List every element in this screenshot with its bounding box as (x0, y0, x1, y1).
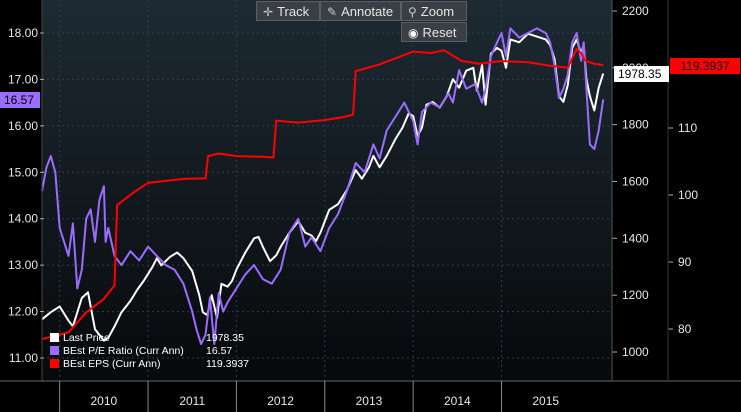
radio-dot-icon: ◉ (408, 26, 419, 40)
crosshair-icon: ✛ (263, 5, 274, 19)
right-inner-tick-label: 1200 (622, 288, 649, 302)
annotate-label: Annotate (341, 4, 394, 19)
legend-label: BEst EPS (Curr Ann) (63, 358, 161, 370)
track-button[interactable]: ✛ Track (256, 1, 320, 21)
left-tick-label: 18.00 (8, 26, 38, 40)
x-tick-label: 2011 (179, 394, 205, 408)
chart-legend: Last Price 1978.35 BEst P/E Ratio (Curr A… (50, 332, 249, 371)
legend-item-eps: BEst EPS (Curr Ann) 119.3937 (50, 358, 249, 371)
left-tick-label: 11.00 (9, 351, 38, 365)
series-line-best-p-e-ratio-curr-ann (41, 27, 605, 346)
legend-value: 119.3937 (206, 358, 250, 370)
x-tick-label: 2014 (444, 394, 471, 408)
pencil-icon: ✎ (327, 5, 338, 19)
left-tick-label: 16.00 (8, 119, 38, 133)
x-tick-label: 2012 (267, 394, 294, 408)
right-outer-tick-label: 90 (678, 255, 692, 269)
series-line-best-eps-curr-ann (41, 47, 604, 341)
right-axis-outer: 80 90 100 110 (668, 121, 698, 336)
legend-item-last-price: Last Price 1978.35 (50, 332, 249, 345)
legend-value: 1978.35 (206, 332, 244, 344)
legend-swatch (50, 359, 59, 368)
right-inner-tick-label: 2200 (622, 4, 649, 18)
legend-label: BEst P/E Ratio (Curr Ann) (63, 345, 184, 357)
left-axis: 11.00 12.00 13.00 14.00 15.00 16.00 17.00 18.00 (8, 0, 44, 381)
left-tick-label: 12.00 (8, 305, 38, 319)
right-outer-tick-label: 110 (678, 121, 697, 135)
x-tick-label: 2010 (91, 394, 118, 408)
left-tick-label: 15.00 (8, 165, 38, 179)
x-axis: 2010 2011 2012 2013 2014 2015 (0, 380, 741, 412)
left-tick-label: 13.00 (8, 258, 38, 272)
magnifier-icon: ⚲ (408, 5, 417, 19)
zoom-label: Zoom (420, 4, 455, 19)
x-tick-label: 2015 (532, 394, 559, 408)
right-inner-tick-label: 1800 (622, 118, 649, 132)
right-outer-tick-label: 100 (678, 188, 698, 202)
price-value-tag: 1978.35 (614, 66, 669, 82)
left-tick-label: 14.00 (8, 212, 38, 226)
legend-swatch (50, 333, 59, 342)
annotate-button[interactable]: ✎ Annotate (320, 1, 401, 21)
right-inner-tick-label: 1400 (622, 231, 649, 245)
legend-swatch (50, 346, 59, 355)
pe-value-tag: 16.57 (0, 92, 40, 108)
series-lines (41, 27, 605, 346)
reset-button[interactable]: ◉ Reset (401, 22, 467, 42)
grid (42, 0, 612, 381)
right-inner-tick-label: 1000 (622, 345, 649, 359)
legend-value: 16.57 (206, 345, 233, 357)
left-tick-label: 17.00 (8, 72, 38, 86)
right-inner-tick-label: 1600 (622, 175, 649, 189)
reset-label: Reset (422, 25, 457, 40)
track-label: Track (277, 4, 310, 19)
legend-item-pe-ratio: BEst P/E Ratio (Curr Ann) 16.57 (50, 345, 249, 358)
right-outer-tick-label: 80 (678, 322, 692, 336)
plot-area (42, 0, 612, 381)
x-tick-label: 2013 (356, 394, 383, 408)
zoom-button[interactable]: ⚲ Zoom (401, 1, 467, 21)
right-axis-inner: 1000120014001600180020002200 (612, 4, 649, 359)
legend-label: Last Price (63, 332, 110, 344)
eps-value-tag: 119.3937 (670, 58, 740, 74)
